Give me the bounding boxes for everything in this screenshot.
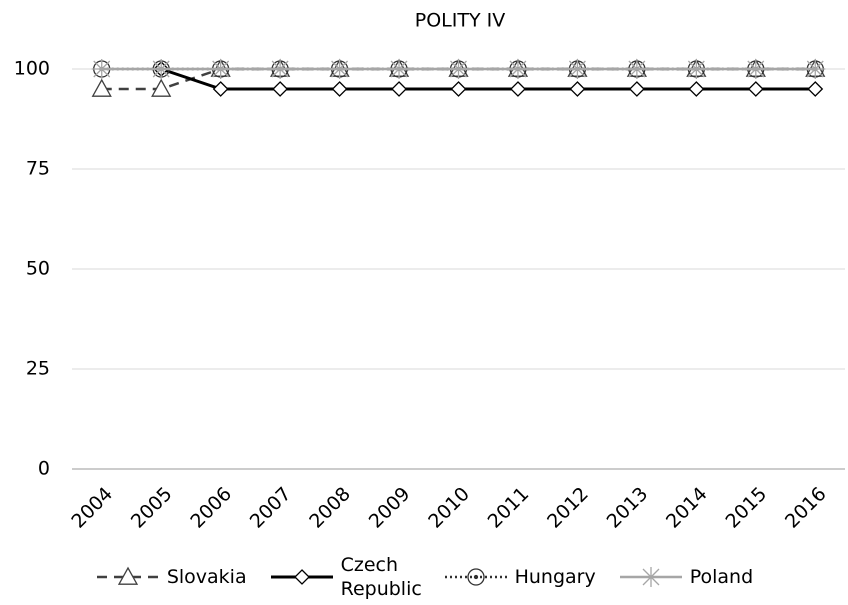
point-marker (747, 81, 764, 97)
legend-item: Poland (618, 565, 753, 589)
legend-label: Hungary (514, 566, 596, 588)
point-marker (391, 81, 407, 97)
x-tick-label: 2004 (67, 483, 117, 533)
point-marker (329, 59, 350, 79)
marker (466, 568, 485, 586)
legend-label: Poland (689, 566, 754, 588)
marker (293, 569, 310, 585)
point-marker (628, 81, 645, 97)
legend-swatch (444, 568, 507, 586)
x-tick-label: 2012 (543, 483, 593, 533)
point-marker (745, 59, 766, 79)
legend-swatch (270, 569, 333, 585)
point-marker (91, 78, 112, 97)
y-tick-label: 100 (14, 58, 50, 80)
point-marker (212, 81, 229, 97)
x-tick-label: 2008 (305, 483, 355, 533)
y-tick-label: 25 (26, 358, 50, 380)
legend-swatch (96, 566, 159, 585)
point-marker (567, 59, 588, 79)
point-marker (805, 59, 826, 79)
point-marker (807, 81, 824, 97)
point-marker (510, 81, 526, 97)
y-tick-label: 75 (26, 158, 50, 180)
point-marker (389, 59, 410, 79)
legend-label: Czech Republic (340, 554, 422, 600)
series-line (160, 67, 816, 91)
x-tick-label: 2013 (603, 483, 653, 533)
x-tick-label: 2006 (186, 483, 236, 533)
legend-swatch (619, 567, 682, 587)
x-tick-label: 2007 (246, 483, 296, 533)
legend-item: Hungary (443, 565, 596, 589)
point-marker (569, 81, 586, 97)
point-marker (688, 81, 705, 97)
legend-item: Czech Republic (269, 553, 422, 601)
point-marker (450, 81, 467, 97)
point-marker (91, 59, 112, 79)
legend-label: Slovakia (166, 566, 247, 588)
point-marker (448, 59, 469, 79)
marker (117, 566, 138, 585)
point-marker (210, 59, 231, 79)
point-marker (626, 59, 647, 79)
point-marker (272, 81, 289, 97)
y-tick-label: 50 (26, 258, 50, 280)
y-tick-label: 0 (38, 458, 50, 480)
point-marker (507, 59, 528, 79)
point-marker (331, 81, 348, 97)
x-tick-label: 2014 (662, 483, 712, 533)
legend: Slovakia Czech Republic Hungary Poland (0, 552, 848, 602)
x-tick-label: 2011 (484, 483, 534, 533)
marker (640, 567, 661, 587)
legend-item: Slovakia (95, 565, 247, 589)
chart-title: POLITY IV (415, 10, 505, 32)
x-tick-label: 2015 (721, 483, 771, 533)
chart: POLITY IV 0 25 50 75 100 2004 2005 2006 2007 2008… (14, 10, 845, 533)
x-tick-label: 2016 (781, 483, 831, 533)
x-tick-label: 2010 (424, 483, 474, 533)
point-marker (686, 59, 707, 79)
point-marker (151, 59, 172, 79)
x-tick-label: 2009 (365, 483, 415, 533)
x-tick-label: 2005 (127, 483, 177, 533)
point-marker (151, 78, 172, 97)
point-marker (270, 59, 291, 79)
